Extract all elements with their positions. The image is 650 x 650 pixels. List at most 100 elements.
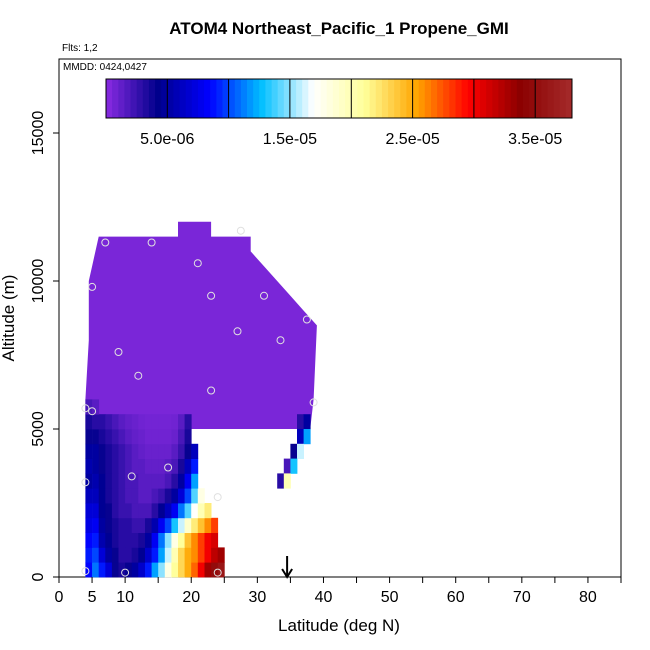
colorbar-segment: [547, 79, 555, 118]
heatmap-cell: [184, 458, 192, 474]
heatmap-cell: [85, 458, 93, 474]
sample-point: [81, 478, 90, 487]
colorbar-segment: [314, 79, 322, 118]
heatmap-cell: [204, 532, 212, 548]
colorbar-segment: [271, 79, 279, 118]
heatmap-cell: [191, 517, 199, 533]
colorbar-segment: [155, 79, 162, 118]
x-tick-label: 0: [55, 589, 64, 606]
heatmap-cell: [145, 473, 152, 489]
heatmap-cell: [118, 414, 126, 430]
sample-point: [114, 348, 123, 356]
colorbar-segment: [247, 79, 254, 118]
colorbar-segment: [406, 79, 413, 118]
colorbar-segment: [480, 79, 487, 118]
colorbar-segment: [124, 79, 131, 118]
heatmap-cell: [105, 473, 113, 489]
heatmap-cell: [158, 473, 166, 489]
heatmap-cell: [98, 547, 106, 563]
heatmap-cell: [85, 429, 93, 445]
heatmap-cell: [171, 562, 179, 578]
sample-point: [134, 371, 143, 380]
heatmap-cell: [171, 517, 179, 533]
y-tick-label: 0: [30, 572, 47, 581]
sample-point: [127, 472, 136, 481]
heatmap-cell: [171, 443, 179, 459]
colorbar-segment: [308, 79, 315, 118]
heatmap-cell: [151, 414, 159, 430]
heatmap-cell: [131, 458, 139, 474]
heatmap-cell: [171, 414, 179, 430]
heatmap-cell: [158, 547, 166, 563]
heatmap-cell: [158, 503, 166, 519]
heatmap-cell: [138, 473, 146, 489]
heatmap-cell: [92, 532, 100, 548]
heatmap-cell: [118, 429, 126, 445]
colorbar-segment: [161, 79, 168, 118]
heatmap-cell: [125, 517, 133, 533]
colorbar-frame: [105, 78, 573, 119]
colorbar-segment: [473, 79, 481, 118]
heatmap-cell: [197, 547, 205, 563]
colorbar-segment: [351, 79, 358, 118]
colorbar-segment: [412, 79, 420, 118]
heatmap-cell: [297, 443, 304, 459]
colorbar-segment: [498, 79, 505, 118]
heatmap-cell: [145, 547, 152, 563]
heatmap-cell: [111, 532, 119, 548]
heatmap-cell: [171, 429, 179, 445]
colorbar-segment: [234, 79, 242, 118]
heatmap-cell: [164, 517, 172, 533]
heatmap-cell: [118, 562, 126, 578]
heatmap-cell: [92, 458, 100, 474]
heatmap-cell: [283, 473, 291, 489]
heatmap-cell: [290, 443, 298, 459]
heatmap-cell: [111, 517, 119, 533]
heatmap-cell: [98, 443, 106, 459]
heatmap-cell: [111, 458, 119, 474]
heatmap-cell: [164, 503, 172, 519]
colorbar-segment: [504, 79, 512, 118]
colorbar-segment: [467, 79, 475, 118]
heatmap-cell: [125, 443, 133, 459]
heatmap-cell: [98, 429, 106, 445]
heatmap-cell: [111, 503, 119, 519]
heatmap-cell: [184, 503, 192, 519]
heatmap-cell: [111, 473, 119, 489]
heatmap-cell: [145, 562, 152, 578]
heatmap-cell: [138, 517, 146, 533]
colorbar-tick-label: 1.5e-05: [263, 131, 317, 148]
heatmap-cell: [125, 429, 133, 445]
colorbar-segment: [191, 79, 199, 118]
heatmap-cell: [111, 562, 119, 578]
heatmap-cell: [158, 443, 166, 459]
colorbar-segment: [130, 79, 138, 118]
bulk-region: [85, 221, 317, 429]
heatmap-cell: [105, 503, 113, 519]
heatmap-cell: [204, 503, 212, 519]
heatmap-cell: [118, 458, 126, 474]
colorbar-segment: [204, 79, 211, 118]
heatmap-cell: [164, 443, 172, 459]
heatmap-cell: [178, 488, 185, 504]
heatmap-field: [85, 221, 317, 578]
colorbar-segment: [222, 79, 230, 118]
sample-points: [81, 226, 318, 577]
heatmap-cell: [92, 473, 100, 489]
sample-point: [81, 404, 90, 413]
heatmap-cell: [178, 473, 185, 489]
heatmap-cell: [125, 458, 133, 474]
axes: 0 5 10 20 30 40 50 60 70 80 0 5000 10000 15000: [30, 111, 622, 606]
heatmap-cell: [158, 532, 166, 548]
heatmap-cell: [105, 458, 113, 474]
heatmap-cell: [184, 443, 192, 459]
colorbar-segment: [375, 79, 383, 118]
heatmap-cell: [184, 517, 192, 533]
heatmap-cell: [164, 532, 172, 548]
x-tick-label: 40: [315, 589, 333, 606]
heatmap-cell: [98, 562, 106, 578]
heatmap-cell: [98, 503, 106, 519]
heatmap-cell: [92, 547, 100, 563]
heatmap-cell: [164, 473, 172, 489]
